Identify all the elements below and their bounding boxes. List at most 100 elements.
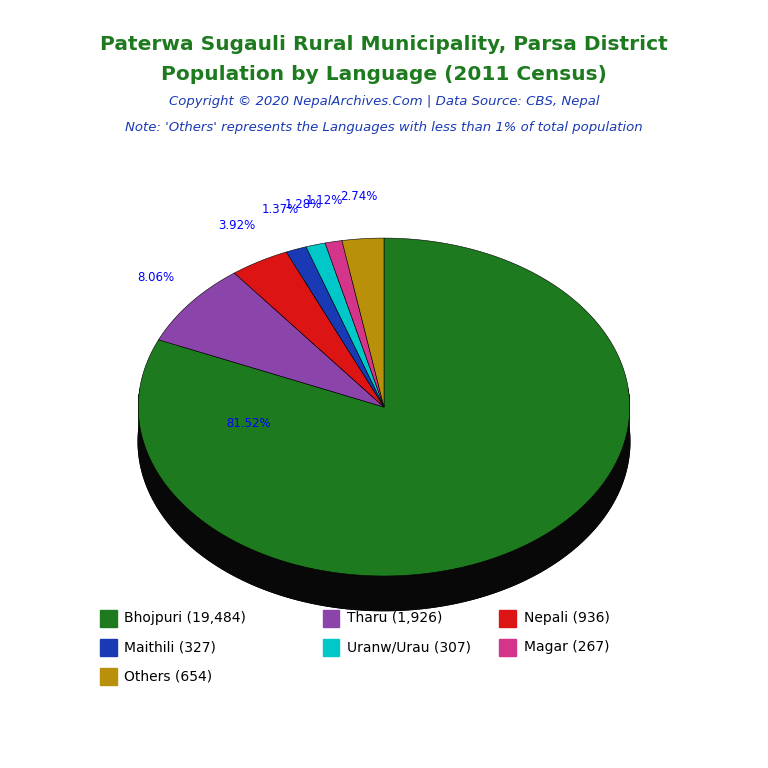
Polygon shape bbox=[384, 576, 395, 611]
Polygon shape bbox=[477, 561, 486, 598]
Polygon shape bbox=[212, 528, 220, 568]
Polygon shape bbox=[577, 506, 584, 546]
Polygon shape bbox=[220, 533, 228, 572]
Polygon shape bbox=[353, 574, 362, 610]
Polygon shape bbox=[426, 572, 436, 608]
Polygon shape bbox=[467, 564, 477, 601]
Polygon shape bbox=[151, 461, 154, 502]
Polygon shape bbox=[515, 546, 523, 585]
Polygon shape bbox=[614, 461, 617, 502]
Polygon shape bbox=[263, 554, 272, 592]
Polygon shape bbox=[263, 554, 272, 592]
Polygon shape bbox=[362, 575, 373, 611]
Polygon shape bbox=[496, 554, 505, 592]
Polygon shape bbox=[190, 511, 197, 551]
Polygon shape bbox=[467, 564, 477, 601]
Polygon shape bbox=[625, 432, 627, 474]
Polygon shape bbox=[139, 418, 140, 459]
Polygon shape bbox=[601, 481, 605, 522]
Polygon shape bbox=[595, 488, 601, 528]
Polygon shape bbox=[158, 474, 163, 515]
Polygon shape bbox=[301, 566, 311, 603]
Polygon shape bbox=[362, 575, 373, 611]
Polygon shape bbox=[589, 494, 595, 535]
Polygon shape bbox=[617, 454, 621, 495]
Polygon shape bbox=[584, 500, 589, 541]
Polygon shape bbox=[220, 533, 228, 572]
Polygon shape bbox=[212, 528, 220, 568]
Polygon shape bbox=[523, 542, 531, 581]
Polygon shape bbox=[158, 474, 163, 515]
Polygon shape bbox=[405, 574, 415, 610]
Polygon shape bbox=[447, 568, 457, 605]
Polygon shape bbox=[523, 542, 531, 581]
Polygon shape bbox=[140, 425, 141, 467]
Polygon shape bbox=[301, 566, 311, 603]
Polygon shape bbox=[628, 389, 629, 431]
Polygon shape bbox=[577, 506, 584, 546]
Polygon shape bbox=[151, 461, 154, 502]
Polygon shape bbox=[301, 566, 311, 603]
Polygon shape bbox=[447, 568, 457, 605]
Polygon shape bbox=[531, 538, 540, 577]
Polygon shape bbox=[384, 576, 395, 611]
Polygon shape bbox=[154, 468, 158, 508]
Polygon shape bbox=[141, 432, 143, 474]
Polygon shape bbox=[140, 425, 141, 467]
Polygon shape bbox=[577, 506, 584, 546]
Polygon shape bbox=[477, 561, 486, 598]
Polygon shape bbox=[301, 566, 311, 603]
Polygon shape bbox=[625, 432, 627, 474]
Polygon shape bbox=[173, 494, 178, 535]
Polygon shape bbox=[589, 494, 595, 535]
Polygon shape bbox=[245, 546, 253, 584]
Polygon shape bbox=[145, 446, 147, 488]
Polygon shape bbox=[486, 558, 496, 595]
Polygon shape bbox=[184, 505, 190, 546]
Polygon shape bbox=[628, 389, 629, 431]
Polygon shape bbox=[342, 574, 353, 609]
Polygon shape bbox=[281, 561, 291, 598]
Polygon shape bbox=[178, 500, 184, 540]
Polygon shape bbox=[584, 500, 589, 541]
Polygon shape bbox=[628, 418, 629, 460]
Polygon shape bbox=[426, 572, 436, 608]
Polygon shape bbox=[614, 461, 617, 502]
Polygon shape bbox=[321, 571, 332, 607]
Polygon shape bbox=[291, 564, 301, 601]
Polygon shape bbox=[395, 575, 405, 611]
Polygon shape bbox=[540, 533, 548, 572]
Polygon shape bbox=[141, 432, 143, 474]
Polygon shape bbox=[584, 500, 589, 541]
Polygon shape bbox=[281, 561, 291, 598]
Polygon shape bbox=[204, 522, 212, 562]
Polygon shape bbox=[540, 533, 548, 572]
Polygon shape bbox=[628, 389, 629, 431]
Polygon shape bbox=[291, 564, 301, 601]
Polygon shape bbox=[263, 554, 272, 592]
Polygon shape bbox=[601, 481, 605, 522]
Polygon shape bbox=[140, 425, 141, 467]
Polygon shape bbox=[548, 528, 556, 568]
Polygon shape bbox=[605, 475, 610, 515]
Polygon shape bbox=[627, 425, 628, 467]
Polygon shape bbox=[589, 494, 595, 535]
Polygon shape bbox=[627, 425, 628, 467]
Polygon shape bbox=[571, 511, 577, 551]
Polygon shape bbox=[515, 546, 523, 585]
Polygon shape bbox=[556, 523, 563, 562]
Polygon shape bbox=[405, 574, 415, 610]
Polygon shape bbox=[228, 538, 236, 577]
Polygon shape bbox=[556, 523, 563, 562]
Polygon shape bbox=[204, 522, 212, 562]
Polygon shape bbox=[253, 550, 263, 588]
Polygon shape bbox=[627, 425, 628, 467]
Polygon shape bbox=[197, 517, 204, 557]
Polygon shape bbox=[143, 439, 145, 481]
Polygon shape bbox=[601, 481, 605, 522]
Polygon shape bbox=[220, 533, 228, 572]
Polygon shape bbox=[301, 566, 311, 603]
Polygon shape bbox=[486, 558, 496, 595]
Polygon shape bbox=[621, 447, 623, 488]
Polygon shape bbox=[621, 447, 623, 488]
